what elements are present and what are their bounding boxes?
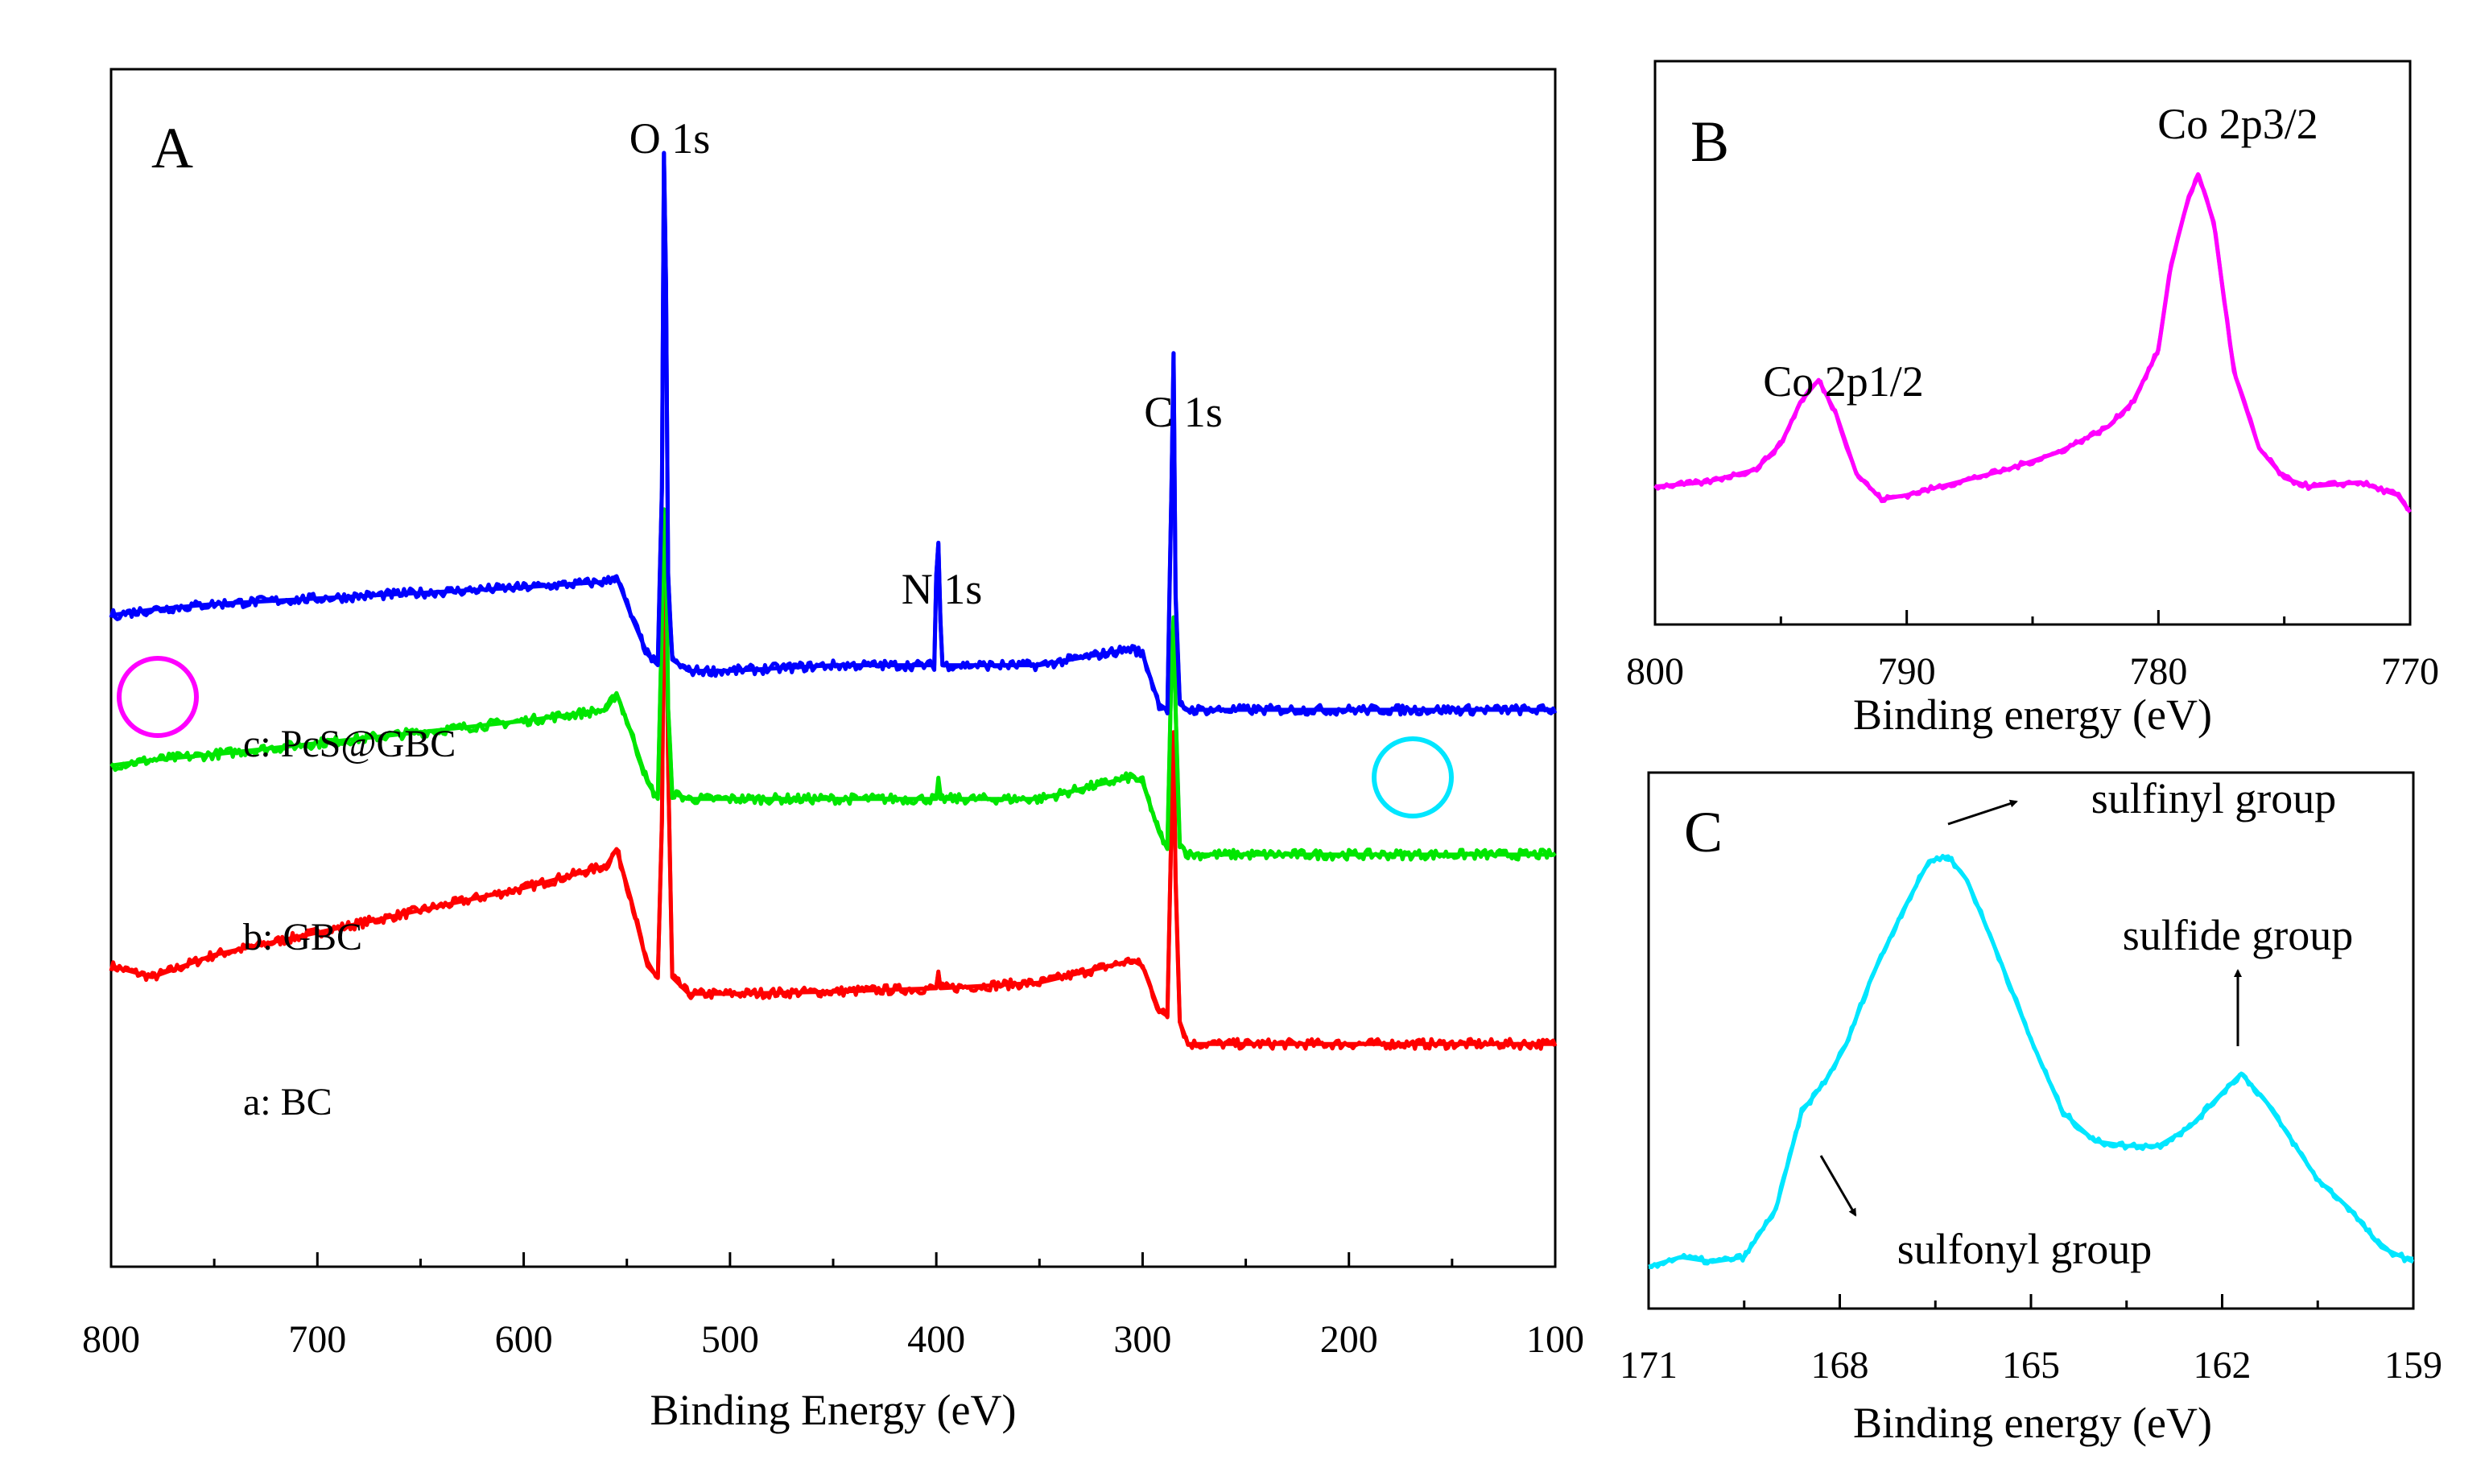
x-tick-label: 800 [1626, 650, 1684, 693]
x-tick-label: 168 [1811, 1344, 1869, 1387]
panel-a-x-ticks: 800 700 600 500 400 300 200 100 [82, 1252, 1584, 1361]
panel-b-letter: B [1690, 109, 1729, 174]
series-peak-trace [1654, 173, 2413, 513]
highlight-circle-s2p [1372, 736, 1454, 818]
series-line-a-bc [109, 571, 1558, 1051]
panel-a-x-axis-title: Binding Energy (eV) [650, 1386, 1017, 1434]
x-tick-label: 162 [2194, 1344, 2252, 1387]
arrow-sulfinyl [1947, 799, 2018, 826]
arrow-sulfonyl [1819, 1155, 1857, 1217]
x-tick-label: 770 [2381, 650, 2439, 693]
x-tick-label: 300 [1113, 1318, 1171, 1361]
panel-a-letter: A [151, 116, 193, 180]
series-peak-trace [110, 150, 1555, 712]
annotation-co2p1-2: Co 2p1/2 [1763, 357, 1924, 406]
x-tick-label: 159 [2384, 1344, 2442, 1387]
annotation-sulfide: sulfide group [2123, 911, 2353, 959]
panel-b-x-axis-title: Binding energy (eV) [1853, 690, 2212, 739]
x-tick-label: 800 [82, 1318, 140, 1361]
series-label-b: b: GBC [243, 916, 362, 958]
panel-c: 171 168 165 162 159 C Binding energy (eV) su… [1620, 771, 2442, 1447]
series-peak-trace [110, 574, 1555, 1046]
x-tick-label: 600 [495, 1318, 553, 1361]
annotation-sulfonyl: sulfonyl group [1897, 1225, 2153, 1273]
x-tick-label: 171 [1620, 1344, 1678, 1387]
series-line-c-pcs-gbc [109, 150, 1558, 717]
panel-b: 800 790 780 770 B Binding energy (eV) Co 2p… [1626, 60, 2439, 739]
annotation-c1s: C 1s [1144, 388, 1223, 436]
panel-c-letter: C [1684, 800, 1723, 864]
x-tick-label: 200 [1320, 1318, 1378, 1361]
panel-b-x-ticks: 800 790 780 770 [1626, 610, 2439, 693]
panel-c-x-ticks: 171 168 165 162 159 [1620, 1294, 2442, 1387]
series-label-c: c: PcS@GBC [243, 723, 456, 765]
x-tick-label: 500 [701, 1318, 759, 1361]
panel-c-x-axis-title: Binding energy (eV) [1853, 1399, 2212, 1447]
annotation-co2p3-2: Co 2p3/2 [2157, 100, 2318, 148]
series-peak-trace [1648, 854, 2415, 1269]
x-tick-label: 100 [1526, 1318, 1584, 1361]
panel-a: 800 700 600 500 400 300 200 100 A Binding Energ… [82, 68, 1584, 1434]
x-tick-label: 165 [2002, 1344, 2060, 1387]
x-tick-label: 790 [1878, 650, 1936, 693]
panel-c-series [1648, 854, 2415, 1269]
series-label-a: a: BC [243, 1081, 332, 1123]
highlight-circle-co2p [117, 656, 199, 738]
x-tick-label: 700 [288, 1318, 346, 1361]
series-line-b-gbc [109, 509, 1557, 862]
x-tick-label: 400 [907, 1318, 965, 1361]
panel-a-series [109, 150, 1558, 1051]
series-peak-trace [110, 507, 1555, 857]
panel-b-series [1653, 172, 2413, 513]
x-tick-label: 780 [2129, 650, 2187, 693]
annotation-sulfinyl: sulfinyl group [2091, 774, 2337, 822]
annotation-o1s: O 1s [629, 114, 711, 163]
annotation-n1s: N 1s [902, 565, 983, 613]
